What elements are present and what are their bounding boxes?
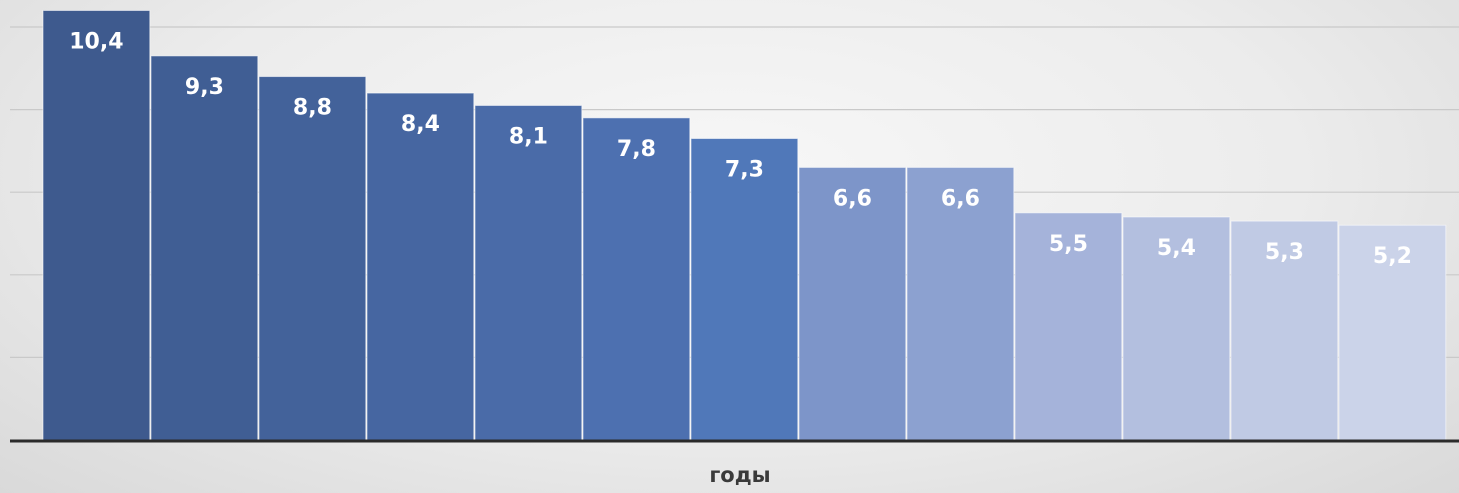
bar <box>42 9 151 441</box>
data-label: 5,3 <box>1265 240 1304 265</box>
data-label: 6,6 <box>833 186 872 211</box>
data-label: 7,8 <box>617 137 656 162</box>
data-labels: 10,4 9,3 8,8 8,4 8,1 7,8 7,3 6,6 6,6 5,5 5,4 5,3 5,2 <box>69 29 1412 269</box>
bar <box>690 138 799 441</box>
bar <box>1122 216 1231 441</box>
bar <box>474 104 583 441</box>
data-label: 8,1 <box>509 124 548 149</box>
data-label: 5,4 <box>1157 236 1196 261</box>
bar <box>582 117 691 441</box>
data-label: 6,6 <box>941 186 980 211</box>
data-label: 8,4 <box>401 112 440 137</box>
bar <box>1014 212 1123 441</box>
x-axis-title: годы <box>709 463 770 487</box>
data-label: 10,4 <box>69 29 123 54</box>
bar <box>366 92 475 441</box>
data-label: 8,8 <box>293 96 332 121</box>
data-label: 9,3 <box>185 75 224 100</box>
data-label: 7,3 <box>725 158 764 183</box>
bar <box>1230 220 1339 441</box>
bar <box>1338 224 1447 441</box>
data-label: 5,2 <box>1373 244 1412 269</box>
bar <box>150 55 259 441</box>
bar <box>258 76 367 441</box>
bar <box>798 166 907 441</box>
data-label: 5,5 <box>1049 232 1088 257</box>
bar <box>906 166 1015 441</box>
bars <box>42 9 1447 441</box>
